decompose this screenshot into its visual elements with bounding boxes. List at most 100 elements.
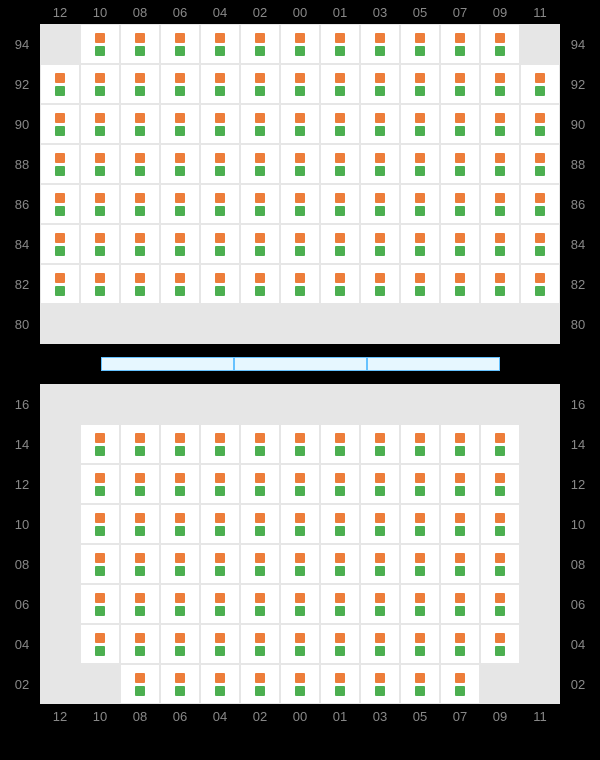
floor-cell[interactable] — [160, 584, 200, 624]
floor-cell[interactable] — [480, 104, 520, 144]
floor-cell[interactable] — [120, 304, 160, 344]
floor-cell[interactable] — [440, 504, 480, 544]
floor-cell[interactable] — [400, 224, 440, 264]
floor-cell[interactable] — [160, 464, 200, 504]
floor-cell[interactable] — [240, 144, 280, 184]
floor-cell[interactable] — [520, 424, 560, 464]
floor-cell[interactable] — [240, 384, 280, 424]
floor-cell[interactable] — [240, 304, 280, 344]
floor-cell[interactable] — [80, 24, 120, 64]
floor-cell[interactable] — [320, 184, 360, 224]
floor-cell[interactable] — [120, 144, 160, 184]
floor-cell[interactable] — [360, 624, 400, 664]
floor-cell[interactable] — [120, 464, 160, 504]
floor-cell[interactable] — [240, 424, 280, 464]
floor-cell[interactable] — [480, 224, 520, 264]
floor-cell[interactable] — [440, 104, 480, 144]
floor-cell[interactable] — [400, 544, 440, 584]
floor-cell[interactable] — [280, 464, 320, 504]
floor-cell[interactable] — [480, 624, 520, 664]
floor-cell[interactable] — [520, 544, 560, 584]
floor-cell[interactable] — [40, 624, 80, 664]
floor-cell[interactable] — [240, 64, 280, 104]
floor-cell[interactable] — [120, 664, 160, 704]
floor-cell[interactable] — [440, 224, 480, 264]
floor-cell[interactable] — [280, 104, 320, 144]
floor-cell[interactable] — [400, 264, 440, 304]
floor-cell[interactable] — [40, 304, 80, 344]
floor-cell[interactable] — [40, 664, 80, 704]
floor-cell[interactable] — [400, 184, 440, 224]
floor-cell[interactable] — [280, 144, 320, 184]
floor-cell[interactable] — [520, 624, 560, 664]
floor-cell[interactable] — [120, 104, 160, 144]
floor-cell[interactable] — [240, 464, 280, 504]
floor-cell[interactable] — [320, 304, 360, 344]
floor-cell[interactable] — [400, 304, 440, 344]
floor-cell[interactable] — [200, 384, 240, 424]
floor-cell[interactable] — [80, 544, 120, 584]
floor-cell[interactable] — [120, 384, 160, 424]
floor-cell[interactable] — [360, 584, 400, 624]
floor-cell[interactable] — [440, 64, 480, 104]
floor-cell[interactable] — [240, 504, 280, 544]
floor-cell[interactable] — [40, 504, 80, 544]
floor-cell[interactable] — [400, 64, 440, 104]
floor-cell[interactable] — [80, 504, 120, 544]
floor-cell[interactable] — [360, 144, 400, 184]
floor-cell[interactable] — [280, 584, 320, 624]
floor-cell[interactable] — [440, 184, 480, 224]
floor-cell[interactable] — [200, 104, 240, 144]
floor-cell[interactable] — [520, 24, 560, 64]
floor-cell[interactable] — [40, 544, 80, 584]
floor-cell[interactable] — [120, 624, 160, 664]
floor-cell[interactable] — [440, 264, 480, 304]
floor-cell[interactable] — [120, 544, 160, 584]
floor-cell[interactable] — [520, 184, 560, 224]
floor-cell[interactable] — [240, 624, 280, 664]
floor-cell[interactable] — [240, 224, 280, 264]
floor-cell[interactable] — [80, 64, 120, 104]
floor-cell[interactable] — [120, 504, 160, 544]
floor-cell[interactable] — [280, 64, 320, 104]
floor-cell[interactable] — [40, 24, 80, 64]
floor-cell[interactable] — [80, 664, 120, 704]
floor-cell[interactable] — [120, 184, 160, 224]
floor-cell[interactable] — [80, 384, 120, 424]
floor-cell[interactable] — [360, 24, 400, 64]
floor-cell[interactable] — [360, 664, 400, 704]
floor-cell[interactable] — [160, 504, 200, 544]
floor-cell[interactable] — [360, 544, 400, 584]
floor-cell[interactable] — [40, 264, 80, 304]
floor-cell[interactable] — [240, 104, 280, 144]
floor-cell[interactable] — [400, 24, 440, 64]
floor-cell[interactable] — [520, 64, 560, 104]
floor-cell[interactable] — [160, 64, 200, 104]
floor-cell[interactable] — [360, 424, 400, 464]
floor-cell[interactable] — [320, 24, 360, 64]
floor-cell[interactable] — [320, 464, 360, 504]
floor-cell[interactable] — [320, 384, 360, 424]
floor-cell[interactable] — [200, 424, 240, 464]
floor-cell[interactable] — [80, 104, 120, 144]
floor-cell[interactable] — [280, 544, 320, 584]
floor-cell[interactable] — [320, 264, 360, 304]
floor-cell[interactable] — [360, 504, 400, 544]
floor-cell[interactable] — [280, 304, 320, 344]
floor-cell[interactable] — [160, 624, 200, 664]
floor-cell[interactable] — [200, 264, 240, 304]
floor-cell[interactable] — [80, 624, 120, 664]
floor-cell[interactable] — [160, 424, 200, 464]
floor-cell[interactable] — [40, 224, 80, 264]
floor-cell[interactable] — [120, 264, 160, 304]
floor-cell[interactable] — [480, 184, 520, 224]
floor-cell[interactable] — [280, 624, 320, 664]
floor-cell[interactable] — [120, 24, 160, 64]
floor-cell[interactable] — [320, 104, 360, 144]
floor-cell[interactable] — [360, 224, 400, 264]
floor-cell[interactable] — [400, 584, 440, 624]
floor-cell[interactable] — [360, 264, 400, 304]
floor-cell[interactable] — [360, 64, 400, 104]
floor-cell[interactable] — [400, 144, 440, 184]
floor-cell[interactable] — [320, 584, 360, 624]
